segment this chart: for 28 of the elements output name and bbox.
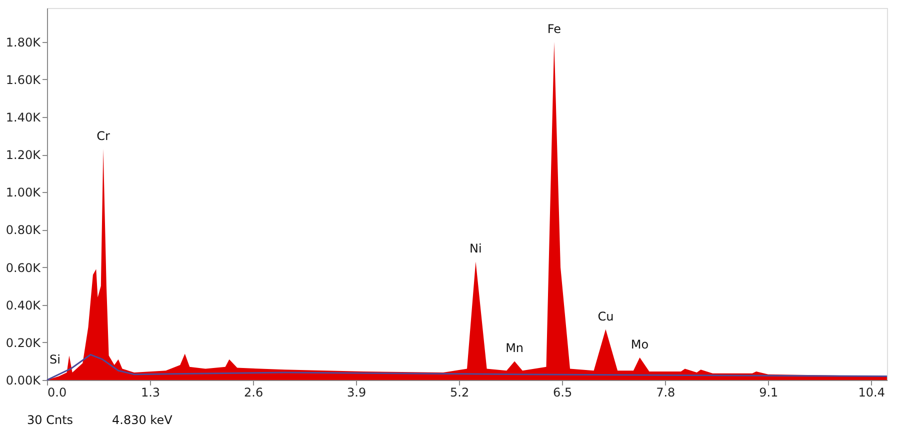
x-tick-label: 9.1 — [759, 386, 778, 400]
annotation: Si — [49, 352, 60, 366]
y-tick-label: 1.40K — [6, 110, 42, 124]
text: 4.830 keV — [112, 413, 174, 427]
x-tick-label: 1.3 — [140, 386, 160, 400]
x-tick-label: 0.0 — [48, 386, 67, 400]
y-tick-label: 1.20K — [6, 148, 42, 162]
annotation: Cr — [96, 128, 110, 143]
y-tick-label: 0.20K — [6, 336, 42, 350]
y-tick-label: 0.40K — [6, 298, 42, 312]
annotation: Mo — [630, 337, 649, 352]
x-tick-label: 7.8 — [656, 386, 676, 400]
annotation: Cu — [598, 309, 614, 324]
text: 30 Cnts — [27, 413, 74, 427]
y-tick-label: 1.60K — [6, 72, 42, 87]
annotation: Ni — [470, 242, 482, 256]
y-tick-label: 1.00K — [6, 186, 42, 200]
x-tick-label: 6.5 — [553, 386, 572, 400]
y-tick-label: 0.00K — [6, 374, 42, 388]
y-tick-label: 0.80K — [6, 223, 42, 238]
x-tick-label: 5.2 — [450, 386, 470, 400]
y-tick-label: 0.60K — [6, 260, 42, 275]
annotation: Mn — [506, 341, 524, 356]
x-tick-label: 10.4 — [858, 386, 886, 400]
annotation: Fe — [547, 22, 561, 36]
x-tick-label: 2.6 — [244, 386, 264, 400]
x-tick-label: 3.9 — [347, 386, 366, 400]
y-tick-label: 1.80K — [6, 35, 42, 50]
